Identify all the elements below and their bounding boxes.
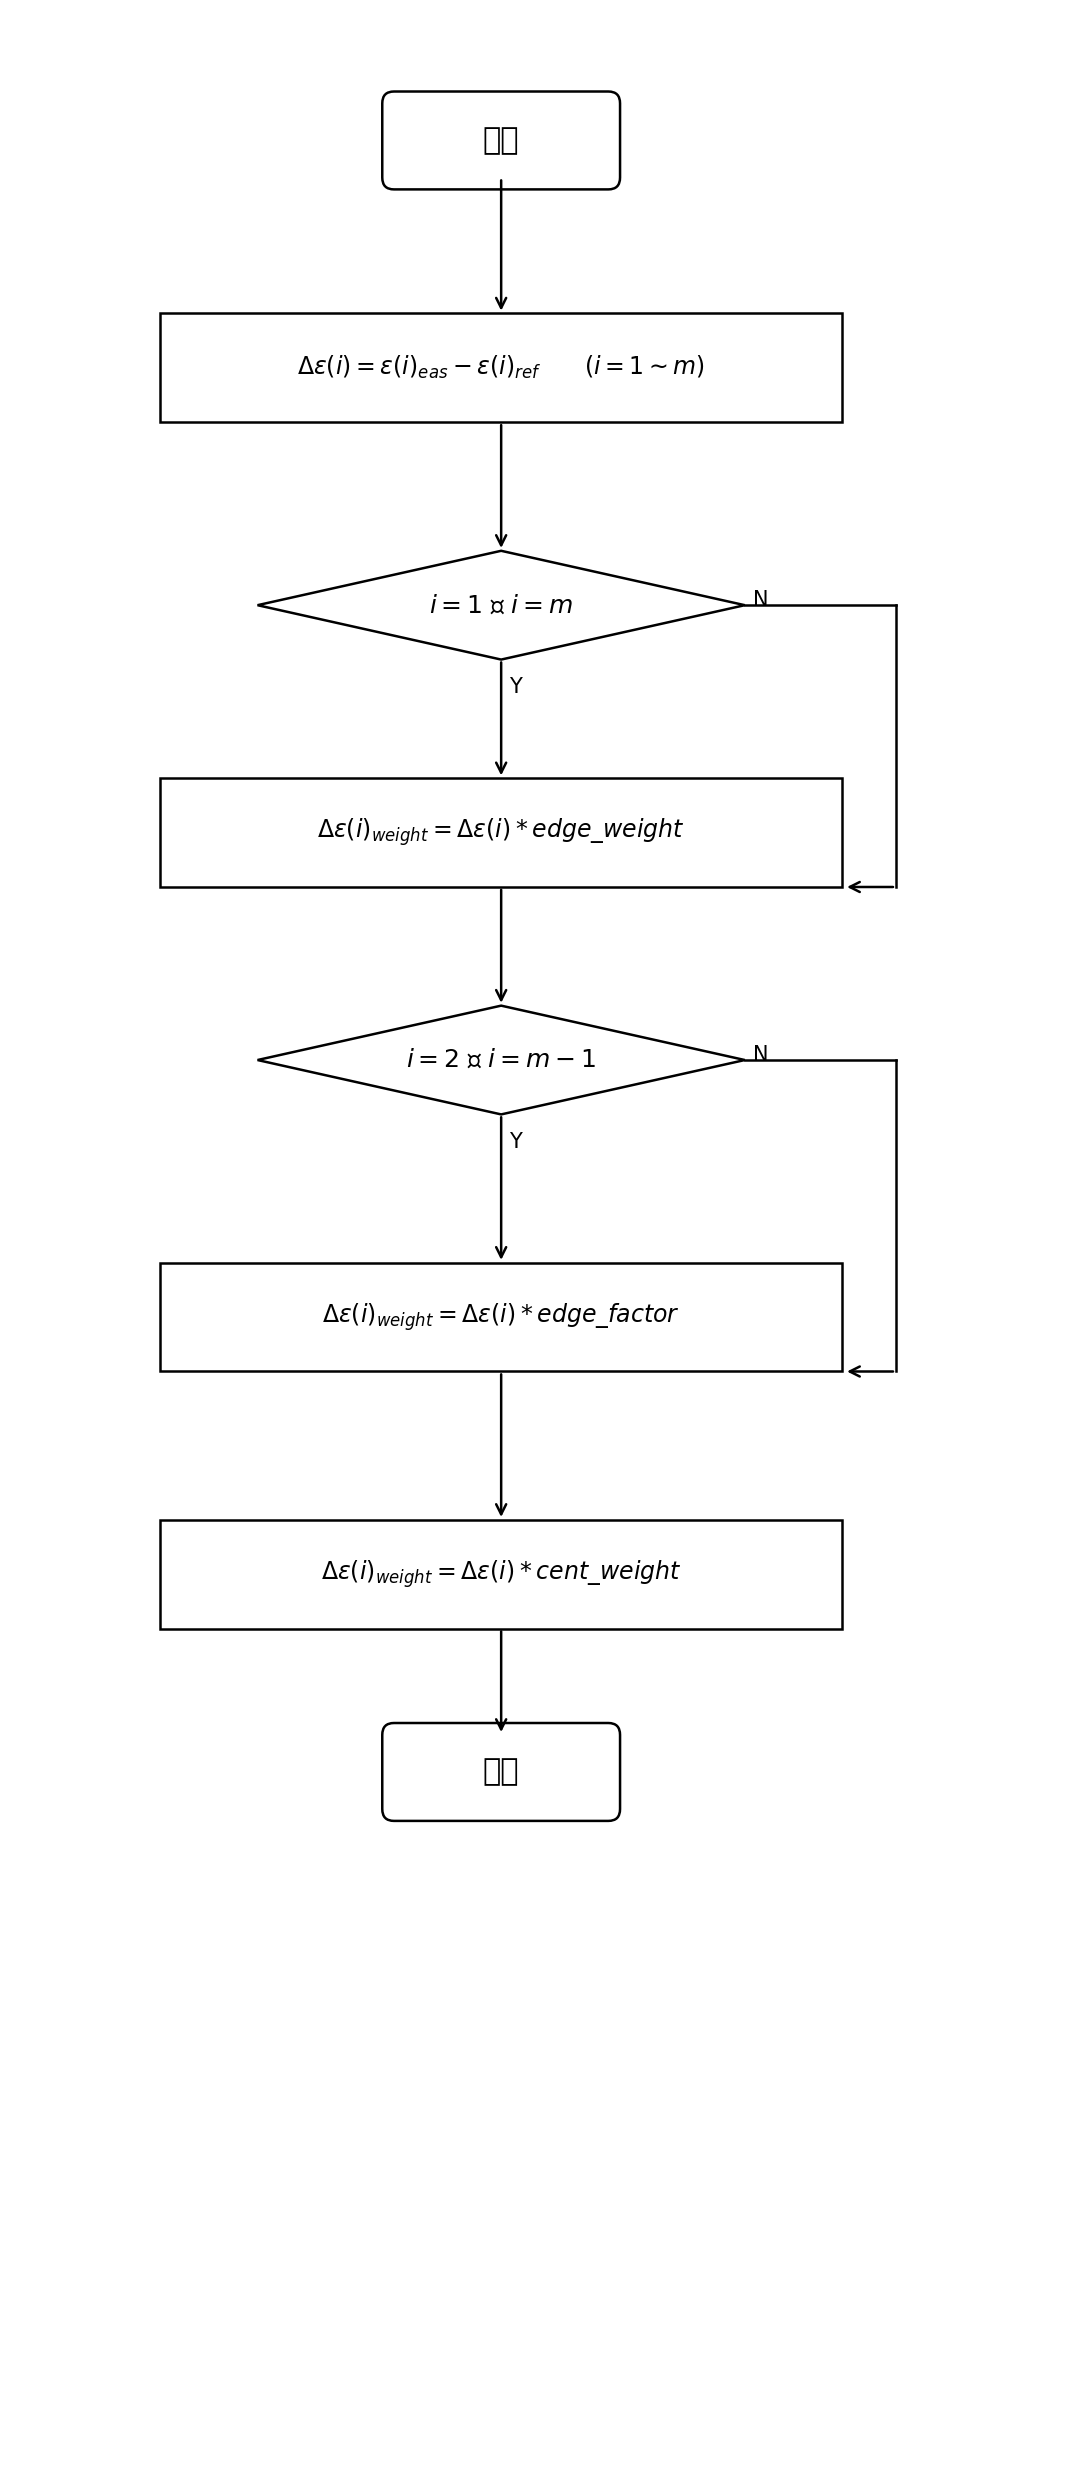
Bar bbox=[160, 1264, 842, 1370]
FancyBboxPatch shape bbox=[382, 92, 620, 188]
Text: $\Delta\varepsilon(i)_{weight}=\Delta\varepsilon(i)*cent\_weight$: $\Delta\varepsilon(i)_{weight}=\Delta\va… bbox=[321, 1559, 682, 1591]
Text: N: N bbox=[753, 590, 768, 610]
Text: N: N bbox=[753, 1046, 768, 1066]
Text: $\Delta\varepsilon(i)=\varepsilon(i)_{eas}-\varepsilon(i)_{ref}\qquad(i=1\sim m): $\Delta\varepsilon(i)=\varepsilon(i)_{ea… bbox=[297, 354, 705, 382]
Text: Y: Y bbox=[509, 1132, 523, 1152]
Text: $i=2$ 或 $i=m-1$: $i=2$ 或 $i=m-1$ bbox=[406, 1048, 597, 1073]
Bar bbox=[160, 1519, 842, 1628]
Text: $\Delta\varepsilon(i)_{weight}=\Delta\varepsilon(i)*edge\_weight$: $\Delta\varepsilon(i)_{weight}=\Delta\va… bbox=[317, 818, 685, 847]
Text: 开始: 开始 bbox=[483, 126, 519, 156]
Text: $\Delta\varepsilon(i)_{weight}=\Delta\varepsilon(i)*edge\_factor$: $\Delta\varepsilon(i)_{weight}=\Delta\va… bbox=[322, 1301, 680, 1333]
Text: $i=1$ 或 $i=m$: $i=1$ 或 $i=m$ bbox=[429, 592, 573, 617]
Text: Y: Y bbox=[509, 676, 523, 696]
Text: 结束: 结束 bbox=[483, 1757, 519, 1787]
Bar bbox=[160, 778, 842, 887]
Polygon shape bbox=[257, 1006, 745, 1115]
Bar bbox=[160, 315, 842, 421]
Polygon shape bbox=[257, 550, 745, 659]
FancyBboxPatch shape bbox=[382, 1722, 620, 1821]
